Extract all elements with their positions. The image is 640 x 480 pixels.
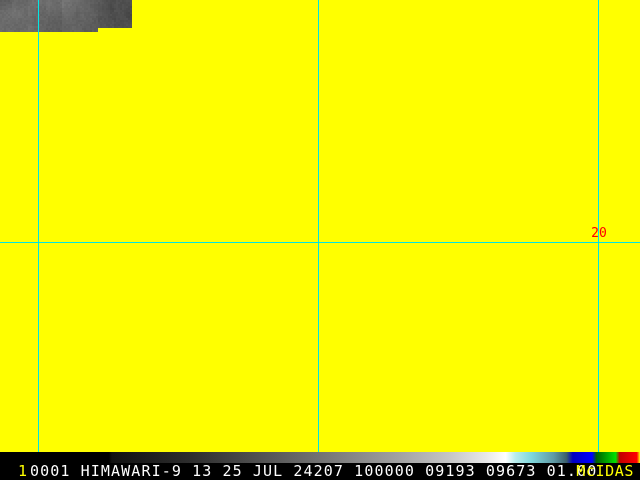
satellite-imagery-canvas[interactable] bbox=[0, 0, 640, 452]
mcidas-brand-label: McIDAS bbox=[576, 462, 634, 480]
frame-sequence-number: 1 bbox=[18, 462, 29, 480]
footer-text-row: 1 0001 HIMAWARI-9 13 25 JUL 24207 100000… bbox=[0, 463, 640, 480]
footer-annotation-bar: 1 0001 HIMAWARI-9 13 25 JUL 24207 100000… bbox=[0, 452, 640, 480]
color-scale-bar bbox=[0, 452, 640, 463]
satellite-image-panel[interactable] bbox=[0, 0, 640, 452]
color-scale-canvas bbox=[0, 452, 640, 463]
image-metadata-label: 0001 HIMAWARI-9 13 25 JUL 24207 100000 0… bbox=[30, 462, 598, 480]
